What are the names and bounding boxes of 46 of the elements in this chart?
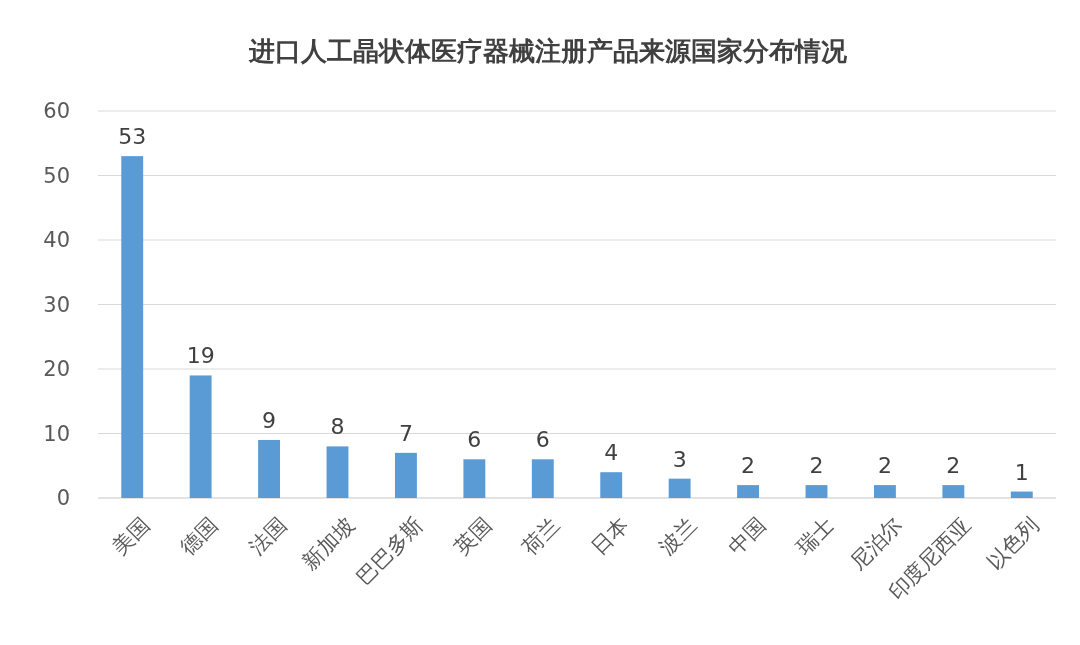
bar — [394, 452, 417, 498]
data-label: 19 — [186, 343, 215, 369]
bar — [189, 375, 212, 498]
data-label: 2 — [946, 453, 961, 479]
bar — [942, 485, 965, 498]
bar — [737, 485, 760, 498]
x-tick-label: 以色列 — [982, 512, 1044, 575]
data-label: 2 — [877, 453, 892, 479]
bar — [805, 485, 828, 498]
y-tick-label: 60 — [43, 99, 70, 124]
data-label: 2 — [809, 453, 824, 479]
bar — [531, 459, 554, 498]
x-tick-label: 波兰 — [654, 512, 702, 560]
y-tick-label: 40 — [43, 228, 70, 253]
data-label: 53 — [118, 124, 147, 150]
data-label: 1 — [1014, 459, 1029, 485]
bar — [258, 439, 281, 498]
bar — [668, 478, 691, 498]
x-tick-label: 英国 — [449, 512, 497, 560]
data-label: 3 — [672, 446, 687, 472]
x-tick-label: 日本 — [586, 512, 634, 560]
y-tick-label: 20 — [43, 357, 70, 382]
data-label: 7 — [398, 420, 413, 446]
y-tick-label: 50 — [43, 163, 70, 188]
x-tick-label: 瑞士 — [791, 512, 839, 560]
x-tick-label: 法国 — [244, 512, 291, 560]
data-label: 4 — [604, 440, 619, 466]
data-label: 8 — [330, 414, 345, 440]
bar — [873, 485, 896, 498]
bar — [326, 446, 349, 498]
bar — [121, 156, 144, 498]
x-tick-label: 德国 — [175, 512, 223, 560]
bar — [463, 459, 486, 498]
data-label: 6 — [467, 427, 482, 453]
y-tick-label: 30 — [43, 292, 70, 317]
bar — [600, 472, 623, 498]
chart-title: 进口人工晶状体医疗器械注册产品来源国家分布情况 — [248, 36, 848, 66]
bar — [1010, 491, 1033, 498]
data-label: 2 — [741, 453, 756, 479]
x-tick-label: 荷兰 — [518, 512, 565, 560]
x-tick-label: 美国 — [107, 512, 155, 560]
x-tick-label: 中国 — [723, 512, 770, 560]
y-tick-label: 10 — [43, 421, 70, 446]
y-tick-label: 0 — [56, 486, 70, 511]
data-label: 9 — [262, 407, 277, 433]
data-label: 6 — [535, 427, 550, 453]
